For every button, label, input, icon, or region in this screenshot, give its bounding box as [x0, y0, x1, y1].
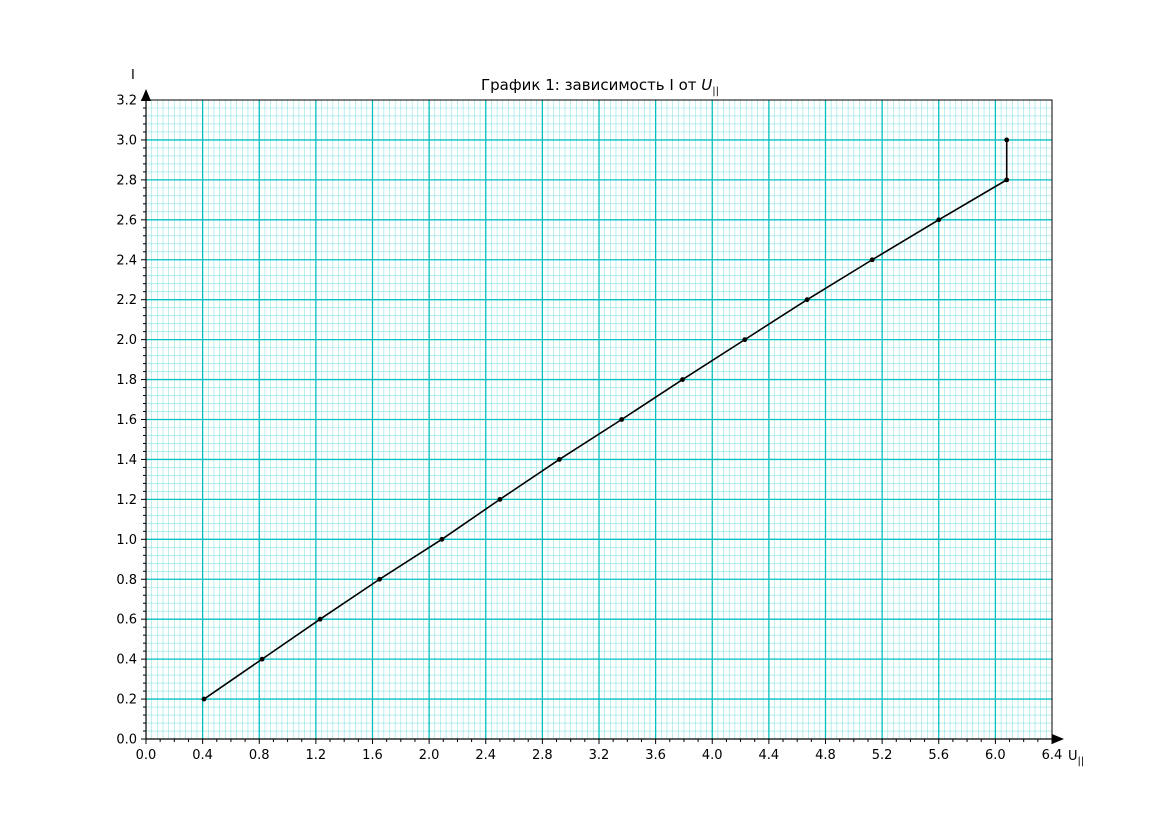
- data-point: [439, 536, 445, 542]
- y-tick-label: 2.2: [116, 293, 137, 308]
- y-tick-label: 2.8: [116, 173, 137, 188]
- x-tick-label: 5.6: [928, 748, 949, 763]
- y-tick-label: 2.6: [116, 213, 137, 228]
- x-axis-label: U||: [1068, 749, 1084, 767]
- grid-major: [146, 100, 1052, 739]
- y-tick-label: 1.6: [116, 413, 137, 428]
- x-tick-label: 0.4: [192, 748, 213, 763]
- x-tick-label: 6.0: [985, 748, 1006, 763]
- x-tick-label: 4.8: [815, 748, 836, 763]
- x-tick-label: 4.4: [759, 748, 780, 763]
- y-tick-label: 1.8: [116, 373, 137, 388]
- data-point: [377, 576, 382, 582]
- x-tick-label: 3.2: [589, 748, 610, 763]
- y-tick-label: 1.4: [116, 453, 137, 468]
- data-point: [201, 696, 207, 702]
- y-tick-label: 2.0: [116, 333, 137, 348]
- data-point: [497, 496, 503, 502]
- y-axis-label: I: [131, 68, 135, 83]
- y-tick-label: 1.2: [116, 493, 137, 508]
- y-tick-label: 0.6: [116, 613, 137, 628]
- x-tick-label: 1.6: [362, 748, 383, 763]
- x-tick-label: 5.2: [872, 748, 893, 763]
- chart-title: График 1: зависимость I от U||: [481, 76, 719, 97]
- data-point: [936, 217, 942, 223]
- x-tick-label: 0.8: [249, 748, 270, 763]
- data-point: [804, 297, 810, 303]
- y-tick-label: 3.0: [116, 133, 137, 148]
- x-tick-label: 0.0: [136, 748, 157, 763]
- x-axis-arrow: [1052, 734, 1064, 744]
- y-tick-label: 1.0: [116, 533, 137, 548]
- y-tick-label: 0.2: [116, 693, 137, 708]
- data-point: [556, 457, 562, 462]
- x-tick-label: 2.8: [532, 748, 553, 763]
- x-ticks: 0.0 0.4 0.8 1.2 1.6 2.0 2.4 2.8 3.2 3.6 4.0 4.4 4.8 5…: [136, 739, 1063, 763]
- x-tick-label: 6.4: [1042, 748, 1063, 763]
- y-axis-arrow: [141, 89, 151, 101]
- y-tick-label: 2.4: [116, 253, 137, 268]
- data-point: [869, 257, 875, 263]
- y-tick-label: 0.8: [116, 573, 137, 588]
- x-tick-label: 1.2: [306, 748, 327, 763]
- x-tick-label: 3.6: [645, 748, 666, 763]
- y-tick-label: 0.4: [116, 653, 137, 668]
- data-point: [1004, 137, 1010, 143]
- data-point: [680, 377, 685, 382]
- data-point: [619, 417, 625, 422]
- data-point: [1004, 177, 1010, 183]
- data-point: [259, 656, 265, 662]
- x-tick-label: 2.0: [419, 748, 440, 763]
- y-tick-label: 3.2: [116, 94, 137, 109]
- data-point: [317, 616, 323, 622]
- series: [201, 137, 1010, 702]
- x-tick-label: 2.4: [475, 748, 496, 763]
- x-tick-label: 4.0: [702, 748, 723, 763]
- axes: [141, 89, 1064, 744]
- y-tick-label: 0.0: [116, 733, 137, 748]
- data-point: [742, 337, 748, 343]
- y-ticks: 0.0 0.2 0.4 0.6 0.8 1.0 1.2 1.4 1.6 1.8 2.0 2.2 2.4 2…: [116, 94, 146, 748]
